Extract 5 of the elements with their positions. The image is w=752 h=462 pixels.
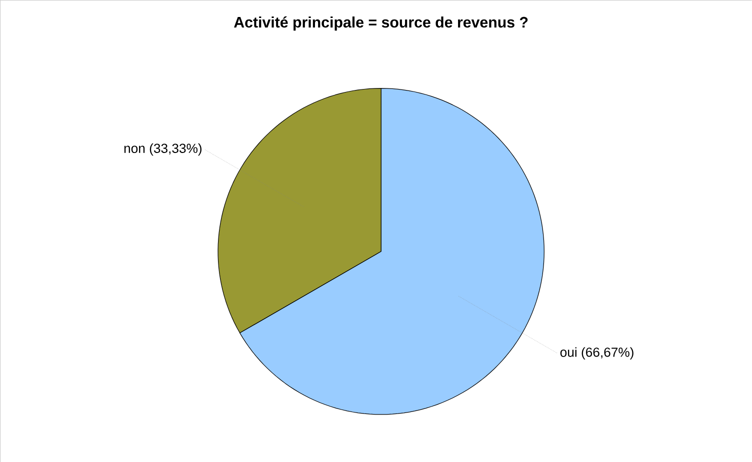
data-label: (33,33%)	[150, 143, 202, 156]
slice-label: non	[124, 146, 145, 153]
data-label: (66,67%)	[582, 347, 634, 360]
chart-title: Activité principale = source de revenus ?	[234, 16, 528, 30]
slice-label: oui	[560, 347, 576, 357]
